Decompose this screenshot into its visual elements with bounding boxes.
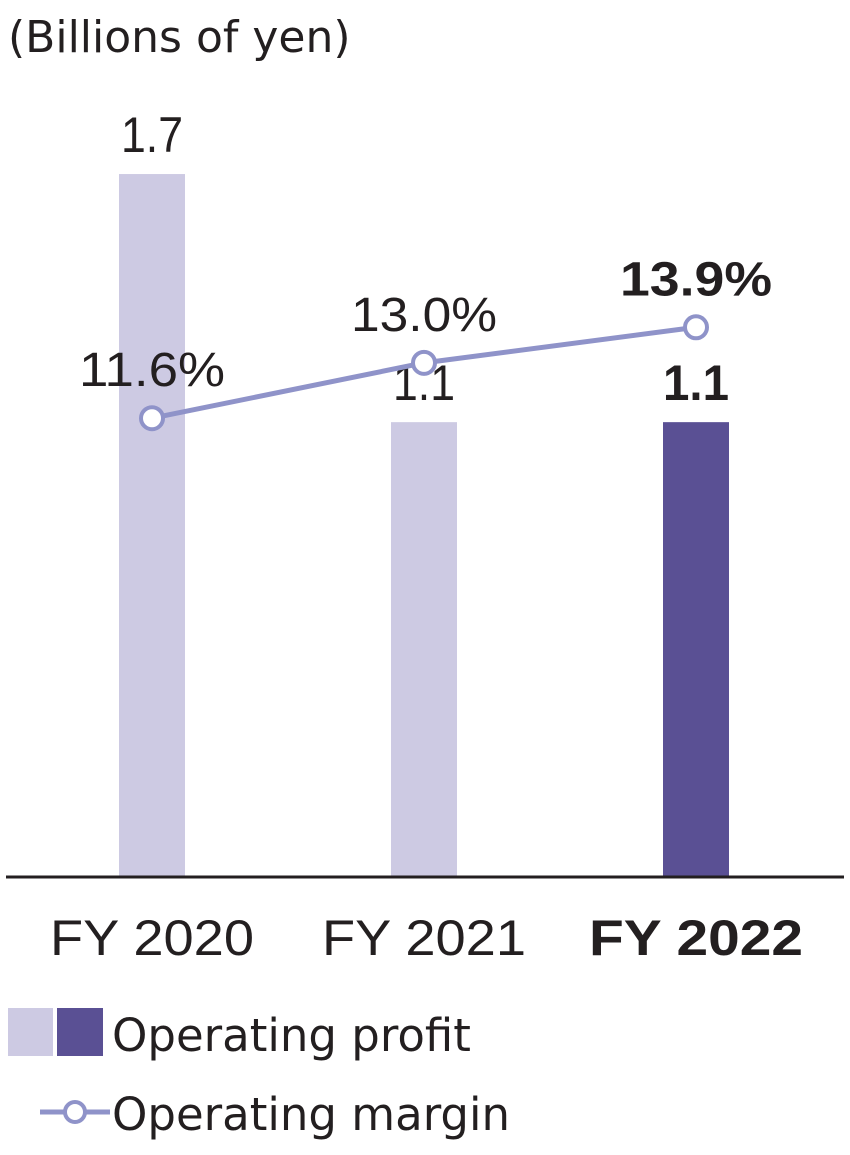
legend: Operating profit Operating margin bbox=[8, 1008, 510, 1141]
bar-fy-2020 bbox=[119, 174, 185, 878]
bar-fy-2021 bbox=[391, 422, 457, 877]
margin-point bbox=[411, 349, 437, 376]
legend-label-operating-margin: Operating margin bbox=[112, 1088, 510, 1141]
margin-point bbox=[683, 314, 709, 341]
x-axis-labels: FY 2020 FY 2021 FY 2022 bbox=[50, 910, 803, 966]
margin-line-layer bbox=[139, 314, 709, 432]
legend-swatch-current bbox=[57, 1008, 103, 1056]
margin-labels-layer: 11.6% 13.0% 13.9% bbox=[79, 253, 772, 397]
margin-value-label: 11.6% bbox=[79, 344, 225, 397]
margin-value-label: 13.0% bbox=[351, 289, 497, 342]
legend-line-marker bbox=[63, 1100, 87, 1124]
margin-value-label: 13.9% bbox=[620, 253, 772, 306]
bars-layer bbox=[119, 174, 729, 878]
x-tick-label: FY 2020 bbox=[50, 910, 254, 966]
bar-value-label: 1.1 bbox=[663, 355, 729, 411]
x-tick-label: FY 2021 bbox=[322, 910, 526, 966]
bar-value-label: 1.7 bbox=[121, 107, 183, 163]
legend-label-operating-profit: Operating profit bbox=[112, 1009, 471, 1062]
margin-point bbox=[139, 405, 165, 432]
legend-swatch-past bbox=[8, 1008, 53, 1056]
bar-labels-layer: 1.71.1 1.1 bbox=[121, 107, 729, 411]
bar-fy-2022 bbox=[663, 422, 729, 877]
x-tick-label: FY 2022 bbox=[589, 910, 803, 966]
unit-label: (Billions of yen) bbox=[8, 12, 351, 63]
